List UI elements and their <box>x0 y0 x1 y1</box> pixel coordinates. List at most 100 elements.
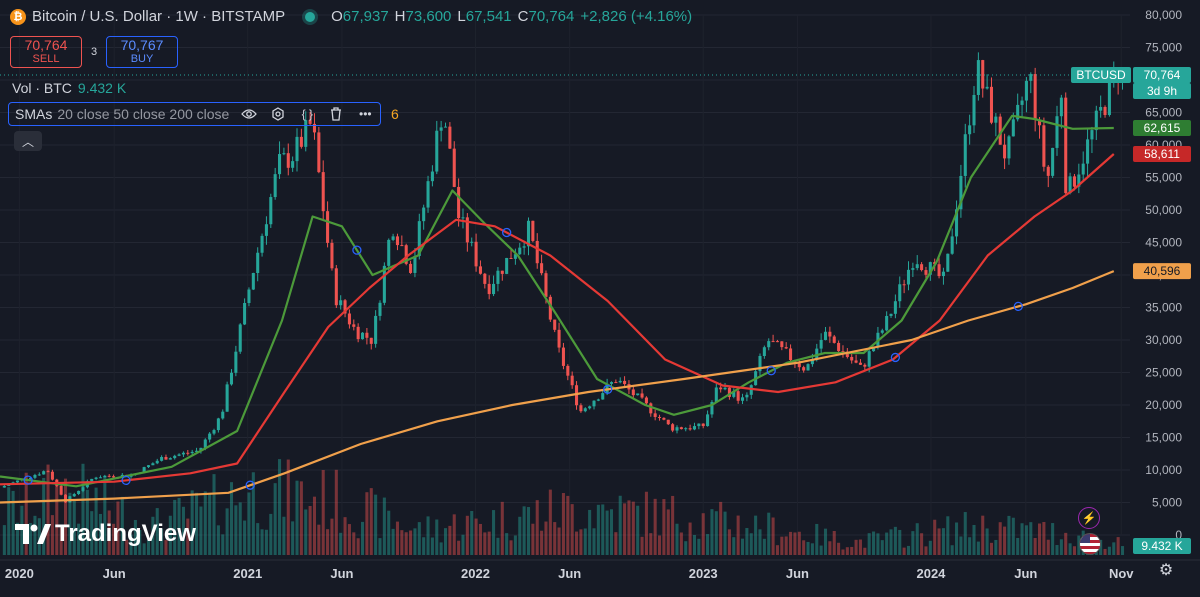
trash-icon[interactable] <box>327 105 345 123</box>
volume-bar <box>1024 525 1028 555</box>
volume-bar <box>631 501 635 555</box>
volume-bar <box>561 493 565 555</box>
buy-button[interactable]: 70,767 BUY <box>106 36 178 68</box>
volume-bar <box>526 507 531 555</box>
candle-body <box>823 331 828 340</box>
volume-bar <box>579 529 583 555</box>
more-icon[interactable]: ••• <box>359 107 372 121</box>
volume-bar <box>780 536 784 555</box>
volume-bar <box>933 519 937 555</box>
candle-body <box>566 365 570 376</box>
volume-bar <box>583 528 587 555</box>
volume-bar <box>457 540 461 555</box>
candle-body <box>968 125 972 135</box>
candle-body <box>749 385 753 395</box>
candle-body <box>828 331 832 337</box>
us-flag-icon[interactable] <box>1079 533 1101 555</box>
candle-body <box>186 452 190 454</box>
sma-20-line <box>0 114 1114 488</box>
volume-bar <box>793 532 797 555</box>
candle-body <box>797 363 801 368</box>
gear-icon[interactable]: ⚙ <box>1158 562 1174 579</box>
candle-body <box>697 423 701 427</box>
volume-bar <box>1037 523 1042 555</box>
volume-bar <box>138 530 142 555</box>
volume-bar <box>391 528 395 555</box>
volume-bar <box>815 523 819 555</box>
volume-bar <box>832 531 836 555</box>
volume-bar <box>2 525 6 555</box>
x-tick-label: Nov <box>1109 566 1134 581</box>
volume-bar <box>719 501 723 555</box>
candle-body <box>636 393 640 396</box>
volume-bar <box>448 525 452 555</box>
volume-bar <box>649 533 653 555</box>
sma-50-line <box>0 153 1115 486</box>
symbol-title[interactable]: Bitcoin / U.S. Dollar · 1W · BITSTAMP <box>32 8 286 25</box>
volume-bar <box>395 521 399 555</box>
sma-legend[interactable]: SMAs 20 close 50 close 200 close { } ••• <box>8 102 382 126</box>
volume-bar <box>588 509 592 555</box>
volume-bar <box>216 525 220 555</box>
candle-body <box>858 362 862 365</box>
volume-bar <box>976 541 980 555</box>
volume-bar <box>618 495 622 555</box>
volume-bar <box>264 529 268 555</box>
candle-body <box>452 148 456 187</box>
candle-body <box>2 485 6 488</box>
volume-bar <box>1011 517 1015 555</box>
candle-body <box>1090 130 1094 140</box>
candle-body <box>190 451 194 454</box>
volume-bar <box>745 528 749 555</box>
candle-body <box>767 341 771 348</box>
volume-bar <box>177 497 181 555</box>
candle-body <box>50 471 54 480</box>
settings-icon[interactable] <box>269 105 287 123</box>
sma-tag-3-bg <box>1133 263 1191 280</box>
volume-bar <box>1107 546 1111 555</box>
volume-bar <box>941 528 945 555</box>
volume-legend[interactable]: Vol · BTC 9.432 K <box>12 80 126 96</box>
candle-body <box>710 402 714 415</box>
candle-body <box>906 269 911 285</box>
candle-body <box>33 474 37 478</box>
candle-body <box>422 207 426 222</box>
cross-marker <box>352 245 362 255</box>
market-status-icon[interactable] <box>305 11 316 22</box>
x-tick-label: 2022 <box>461 566 490 581</box>
high-value: 73,600 <box>405 8 452 25</box>
volume-bar <box>754 515 758 555</box>
candle-body <box>736 391 740 401</box>
volume-bar <box>304 509 308 555</box>
candle-body <box>1011 119 1015 137</box>
candle-body <box>671 424 675 431</box>
candle-body <box>1003 144 1007 159</box>
candle-body <box>972 94 976 126</box>
volume-bar <box>452 514 456 555</box>
candle-body <box>483 273 487 284</box>
x-axis[interactable]: 2020 Jun 2021 Jun 2022 Jun 2023 Jun 2024 Jun Nov <box>0 559 1200 581</box>
candle-body <box>409 263 413 273</box>
volume-bar <box>164 539 168 555</box>
candle-body <box>77 490 81 495</box>
volume-bar <box>679 532 683 555</box>
x-tick-label: 2020 <box>5 566 34 581</box>
volume-bar <box>190 490 194 555</box>
candle-body <box>63 494 68 503</box>
braces-icon[interactable]: { } <box>301 107 314 121</box>
volume-bar <box>644 491 648 555</box>
collapse-legend-button[interactable]: ︿ <box>14 131 42 151</box>
y-tick-label: 10,000 <box>1145 463 1182 477</box>
candle-body <box>701 423 705 427</box>
eye-icon[interactable] <box>240 105 258 123</box>
flash-icon[interactable]: ⚡ <box>1078 507 1100 529</box>
candle-body <box>1077 174 1081 187</box>
volume-bar <box>299 481 303 555</box>
candle-body <box>474 241 478 267</box>
volume-bar <box>343 517 347 555</box>
sell-button[interactable]: 70,764 SELL <box>10 36 82 68</box>
candle-body <box>522 246 526 248</box>
candle-body <box>719 387 723 390</box>
volume-bar <box>872 531 876 555</box>
